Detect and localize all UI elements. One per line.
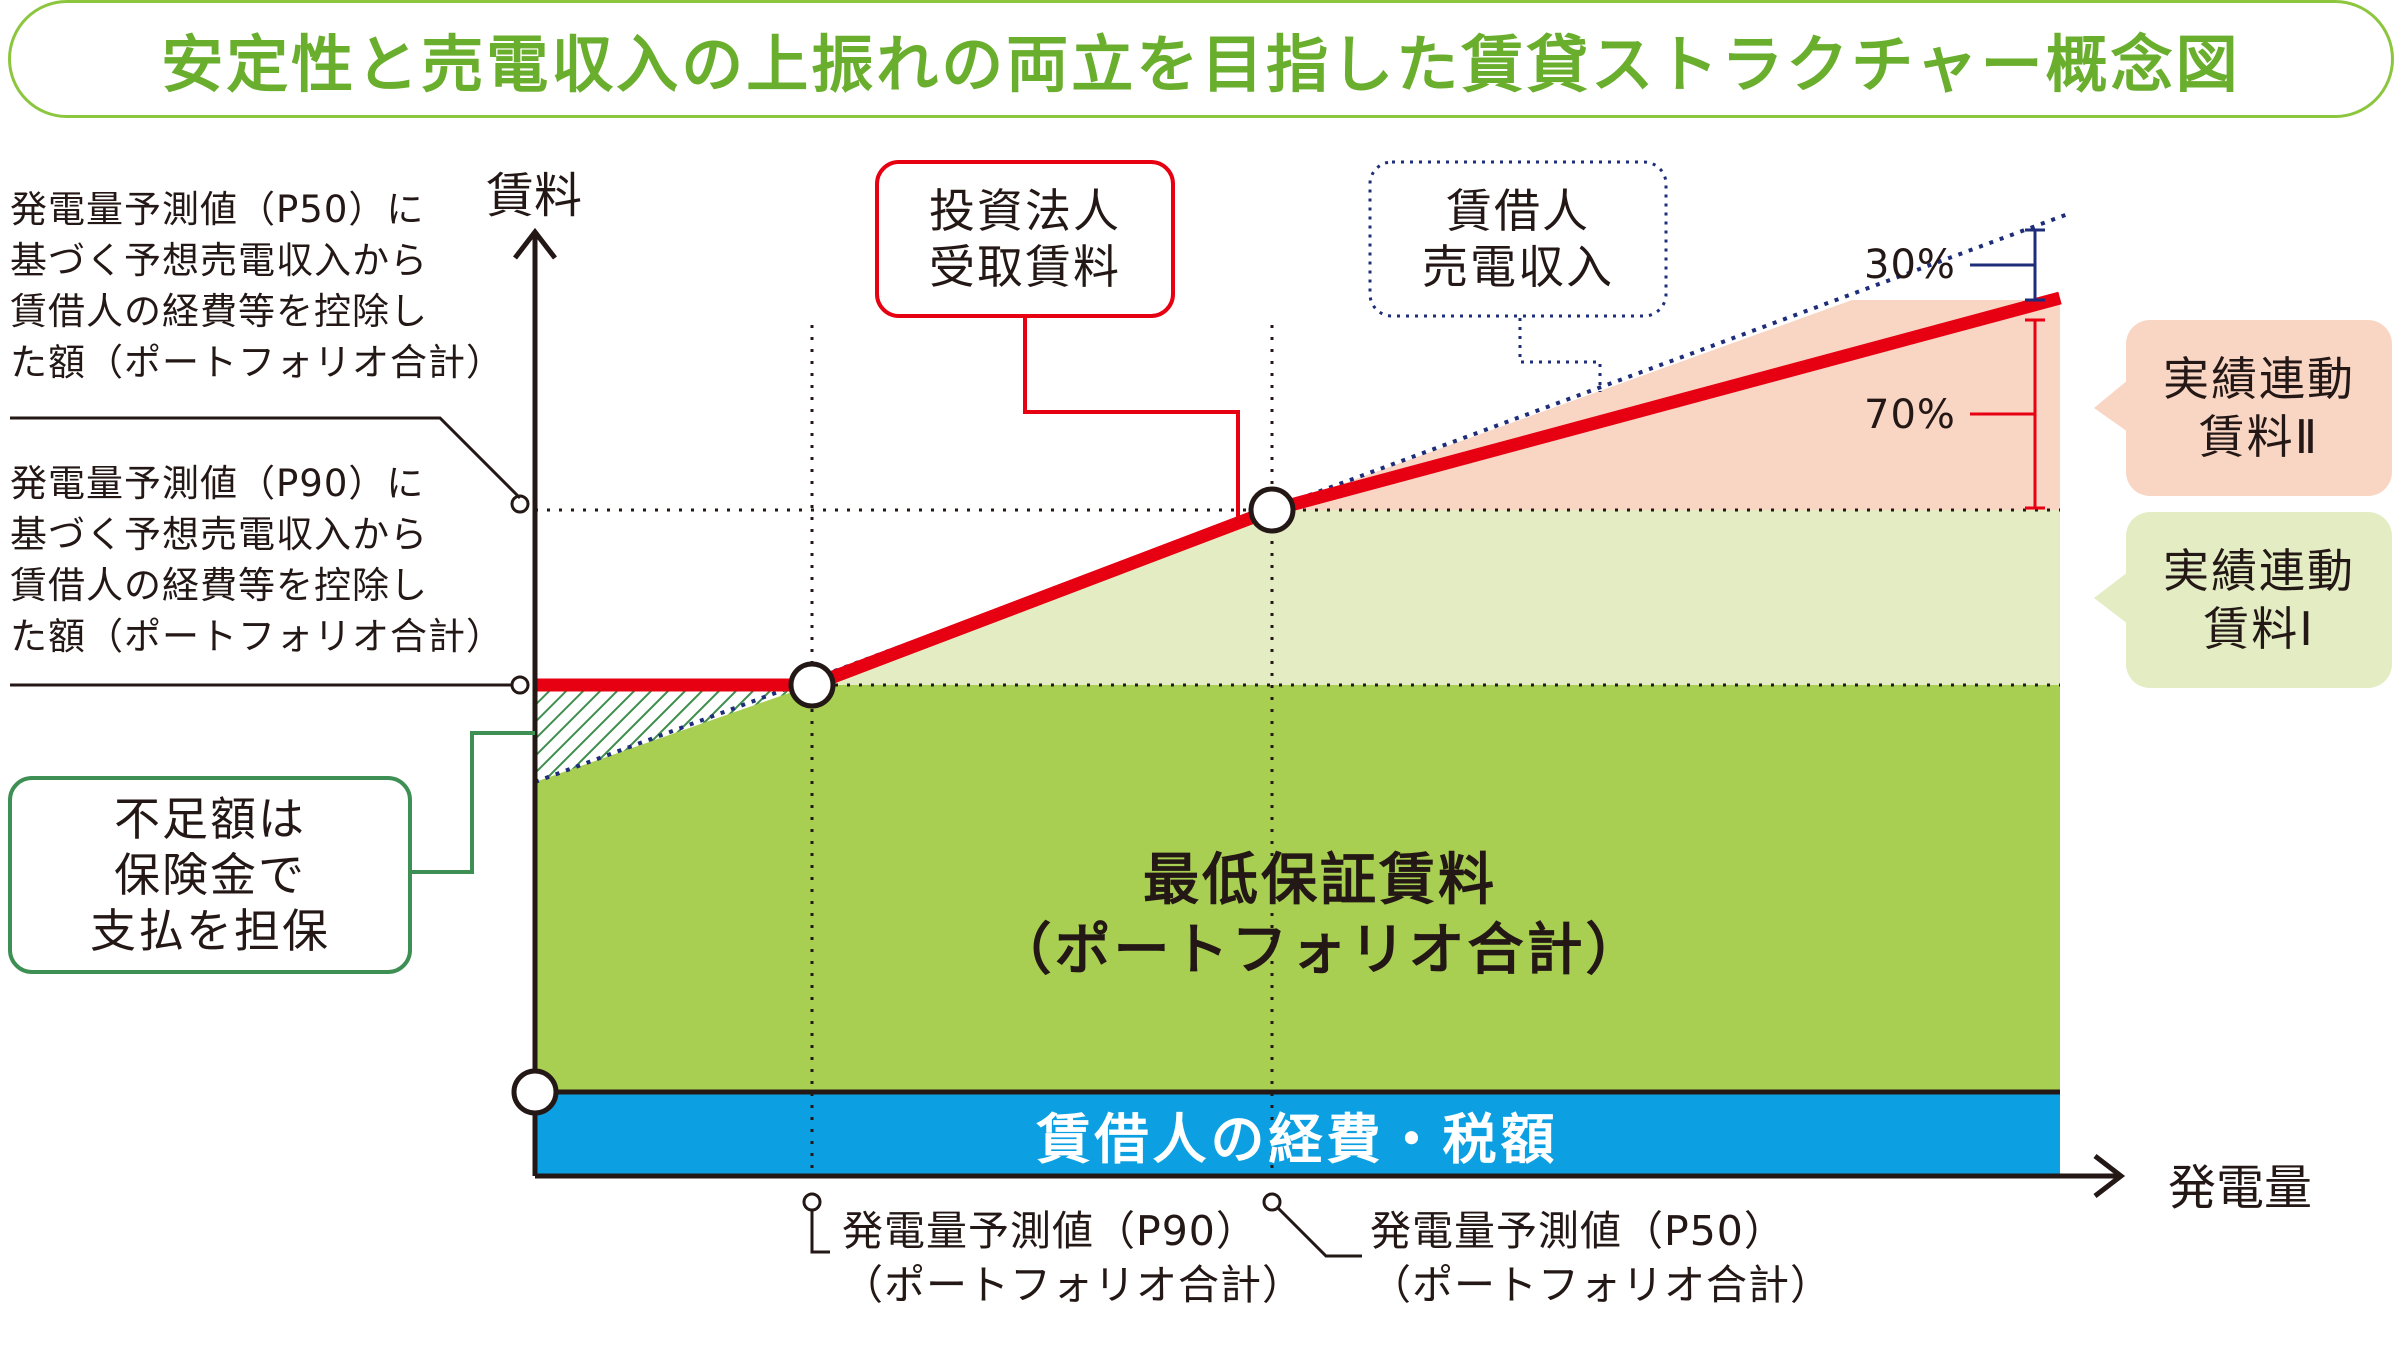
p90-note-line: 賃借人の経費等を控除し: [10, 564, 428, 607]
p90-left-note: 発電量予測値（P90）に 基づく予想売電収入から 賃借人の経費等を控除し た額（…: [10, 458, 504, 662]
shortfall-connector: [412, 731, 535, 874]
p50-left-note: 発電量予測値（P50）に 基づく予想売電収入から 賃借人の経費等を控除し た額（…: [10, 184, 504, 388]
title-banner: 安定性と売電収入の上振れの両立を目指した賃貸ストラクチャー概念図: [8, 0, 2394, 118]
p90-bottom-line: 発電量予測値（P90）: [842, 1207, 1258, 1255]
rent1-label-pointer: [2094, 572, 2128, 624]
shortfall-callout-line: 保険金で: [114, 848, 306, 902]
p50-bottom-line: （ポートフォリオ合計）: [1370, 1261, 1832, 1309]
p90-note-line: 発電量予測値（P90）に: [10, 462, 425, 505]
p50-bottom-label: 発電量予測値（P50） （ポートフォリオ合計）: [1370, 1204, 1832, 1312]
p90-point-marker: [788, 661, 836, 709]
minimum-rent-label: 最低保証賃料 （ポートフォリオ合計）: [980, 846, 1660, 986]
rent1-label-box: [2126, 512, 2392, 688]
p50-bottom-line: 発電量予測値（P50）: [1370, 1207, 1786, 1255]
lessee-callout-box: [1368, 160, 1668, 318]
lower-percentage: 70%: [1864, 392, 1956, 438]
diagram-title: 安定性と売電収入の上振れの両立を目指した賃貸ストラクチャー概念図: [161, 28, 2241, 101]
rent2-label-line: 実績連動: [2163, 352, 2355, 406]
p50-xaxis-marker: [1262, 1192, 1282, 1212]
lessee-callout-line: 売電収入: [1422, 240, 1614, 294]
p90-bottom-line: （ポートフォリオ合計）: [842, 1261, 1304, 1309]
y-axis-arrow: [513, 227, 557, 260]
rent1-label: 実績連動 賃料Ⅰ: [2126, 512, 2392, 688]
investor-rent-line: [535, 291, 2062, 692]
shortfall-callout-line: 不足額は: [114, 792, 306, 846]
upper-percentage: 30%: [1864, 242, 1956, 288]
p90-bottom-label: 発電量予測値（P90） （ポートフォリオ合計）: [842, 1204, 1304, 1312]
p50-note-line: 基づく予想売電収入から: [10, 239, 428, 282]
shortfall-callout: 不足額は 保険金で 支払を担保: [10, 778, 410, 972]
rent2-label-box: [2126, 320, 2392, 496]
investor-callout-line: 受取賃料: [929, 240, 1121, 294]
p50-note-line: 賃借人の経費等を控除し: [10, 290, 428, 333]
p50-bottom-leader: [1276, 1206, 1362, 1258]
minimum-rent-line: 最低保証賃料: [1143, 848, 1497, 913]
p90-note-line: 基づく予想売電収入から: [10, 513, 428, 556]
rent1-label-line: 実績連動: [2163, 544, 2355, 598]
p90-bottom-leader: [810, 1210, 830, 1254]
investor-callout: 投資法人 受取賃料: [877, 162, 1173, 316]
origin-marker: [511, 1068, 559, 1116]
rent1-label-line: 賃料Ⅰ: [2203, 602, 2315, 656]
expenses-band: [535, 1092, 2060, 1176]
p90-axis-marker: [510, 675, 530, 695]
x-axis-arrow: [2093, 1154, 2126, 1198]
p50-note-line: た額（ポートフォリオ合計）: [10, 341, 504, 384]
lessee-callout: 賃借人 売電収入: [1370, 162, 1666, 316]
shortfall-callout-box: [8, 776, 412, 974]
rent2-label-line: 賃料Ⅱ: [2198, 410, 2320, 464]
p90-xaxis-marker: [802, 1192, 822, 1212]
p50-note-line: 発電量予測値（P50）に: [10, 188, 425, 231]
p50-note-leader: [10, 416, 522, 500]
rent2-region-mask: [535, 225, 2060, 510]
investor-callout-line: 投資法人: [929, 184, 1121, 238]
lessee-callout-line: 賃借人: [1446, 184, 1590, 238]
x-axis-label: 発電量: [2168, 1160, 2313, 1216]
p90-note-line: た額（ポートフォリオ合計）: [10, 615, 504, 658]
investor-callout-connector: [1023, 318, 1240, 520]
investor-callout-box: [875, 160, 1175, 318]
minimum-rent-line: （ポートフォリオ合計）: [995, 918, 1645, 983]
expenses-label: 賃借人の経費・税額: [1036, 1107, 1559, 1171]
y-axis-label: 賃料: [486, 168, 583, 224]
lessee-callout-connector: [1518, 318, 1602, 392]
p50-point-marker: [1248, 486, 1296, 534]
minimum-rent-region: [535, 685, 2060, 1092]
rent1-mask: [535, 510, 1272, 685]
rent2-label: 実績連動 賃料Ⅱ: [2126, 320, 2392, 496]
shortfall-callout-line: 支払を担保: [90, 904, 330, 958]
shortfall-hatch: [535, 685, 812, 782]
rent2-label-pointer: [2094, 380, 2128, 432]
p50-axis-marker: [510, 494, 530, 514]
